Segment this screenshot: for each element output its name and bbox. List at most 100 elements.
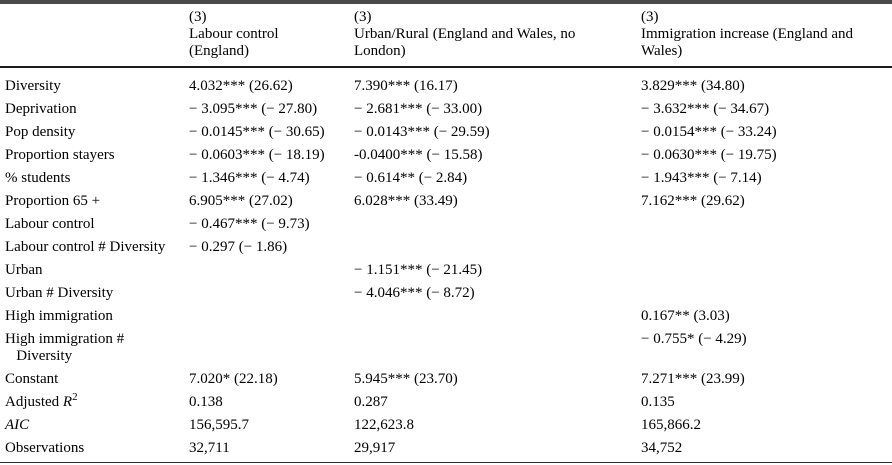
model-number: (3) [189,9,207,25]
cell-value: 32,711 [189,440,230,456]
table-header-row: (3) Labour control (England) (3) Urban/Rura… [0,4,892,68]
cell-value [637,282,892,305]
table-row: AIC 156,595.7 122,623.8 165,866.2 [0,414,892,437]
row-label-part: 2 [72,391,78,403]
row-label: % students [5,170,71,186]
cell-value [637,213,892,236]
cell-value [637,259,892,282]
table-row: Proportion stayers − 0.0603*** (− 18.19) -… [0,144,892,167]
table-row: Diversity 4.032*** (26.62) 7.390*** (16.17… [0,67,892,98]
cell-value: 34,752 [641,440,683,456]
table-row: High immigration # Diversity − 0.755* (− … [0,328,892,368]
row-label: Adjusted R2 [0,391,185,414]
table-row: Observations 32,711 29,917 34,752 [0,437,892,460]
cell-value: − 0.467*** (− 9.73) [189,216,310,232]
row-label: Proportion stayers [5,147,115,163]
cell-value [637,236,892,259]
row-label: Observations [5,440,85,456]
row-label: Constant [5,371,59,387]
row-label: Urban [5,262,43,278]
cell-value: -0.0400*** (− 15.58) [354,147,483,163]
table-row: Labour control − 0.467*** (− 9.73) [0,213,892,236]
cell-value: 0.167** (3.03) [641,308,730,324]
row-label: Pop density [5,124,76,140]
cell-value: 29,917 [354,440,396,456]
row-label-part: Adjusted [5,394,63,410]
table-row: Adjusted R2 0.138 0.287 0.135 [0,391,892,414]
row-label: High immigration [5,308,113,324]
cell-value [350,213,637,236]
cell-value: 3.829*** (34.80) [641,78,745,94]
table-row: Constant 7.020* (22.18) 5.945*** (23.70) 7.… [0,368,892,391]
cell-value: 5.945*** (23.70) [354,371,458,387]
row-label: Deprivation [5,101,77,117]
model-description: Labour control (England) [189,26,279,59]
cell-value: − 3.095*** (− 27.80) [189,101,318,117]
cell-value: − 1.346*** (− 4.74) [189,170,310,186]
table-body: Diversity 4.032*** (26.62) 7.390*** (16.17… [0,67,892,460]
cell-value: 6.028*** (33.49) [354,193,458,209]
cell-value: 6.905*** (27.02) [189,193,293,209]
row-label: Diversity [5,78,61,94]
row-label-part: R [62,394,73,410]
cell-value: − 0.297 (− 1.86) [189,239,288,255]
cell-value: − 2.681*** (− 33.00) [354,101,483,117]
cell-value: − 0.0143*** (− 29.59) [354,124,490,140]
cell-value: 0.135 [641,394,675,410]
table-header: (3) Labour control (England) (3) Urban/Rura… [0,4,892,68]
header-label-spacer [0,4,185,68]
row-label-part: AIC [5,417,30,433]
row-label: High immigration # Diversity [5,331,125,364]
table-row: Urban # Diversity − 4.046*** (− 8.72) [0,282,892,305]
row-label: Labour control # Diversity [5,239,166,255]
model-number: (3) [354,9,372,25]
regression-table: (3) Labour control (England) (3) Urban/Rura… [0,4,892,460]
row-label: Proportion 65 + [5,193,101,209]
cell-value: 165,866.2 [641,417,701,433]
table-row: Pop density − 0.0145*** (− 30.65) − 0.0143… [0,121,892,144]
cell-value: − 1.151*** (− 21.45) [354,262,483,278]
model-number: (3) [641,9,659,25]
column-header-1: (3) Labour control (England) [185,4,350,68]
cell-value [350,305,637,328]
cell-value [185,305,350,328]
cell-value: 0.287 [354,394,388,410]
cell-value: − 0.0154*** (− 33.24) [641,124,777,140]
cell-value: − 0.0145*** (− 30.65) [189,124,325,140]
row-label: AIC [0,414,185,437]
cell-value [185,328,350,368]
table-row: Deprivation − 3.095*** (− 27.80) − 2.681**… [0,98,892,121]
cell-value: − 3.632*** (− 34.67) [641,101,770,117]
cell-value: − 0.755* (− 4.29) [641,331,747,347]
cell-value: − 0.0630*** (− 19.75) [641,147,777,163]
cell-value: 156,595.7 [189,417,249,433]
table-row: Urban − 1.151*** (− 21.45) [0,259,892,282]
cell-value [350,328,637,368]
table-row: Labour control # Diversity − 0.297 (− 1.8… [0,236,892,259]
cell-value: 7.390*** (16.17) [354,78,458,94]
cell-value: 7.020* (22.18) [189,371,278,387]
cell-value: − 0.0603*** (− 18.19) [189,147,325,163]
column-header-3: (3) Immigration increase (England and Wal… [637,4,892,68]
row-label: Labour control [5,216,95,232]
cell-value: 4.032*** (26.62) [189,78,293,94]
model-description: Urban/Rural (England and Wales, no Londo… [354,26,576,59]
cell-value: 7.162*** (29.62) [641,193,745,209]
cell-value: 7.271*** (23.99) [641,371,745,387]
row-label: Urban # Diversity [5,285,114,301]
cell-value: 0.138 [189,394,223,410]
column-header-2: (3) Urban/Rural (England and Wales, no Lo… [350,4,637,68]
cell-value: 122,623.8 [354,417,414,433]
cell-value: − 0.614** (− 2.84) [354,170,468,186]
cell-value: − 4.046*** (− 8.72) [354,285,475,301]
model-description: Immigration increase (England and Wales) [641,26,854,59]
cell-value [350,236,637,259]
table-row: Proportion 65 + 6.905*** (27.02) 6.028*** … [0,190,892,213]
table-row: % students − 1.346*** (− 4.74) − 0.614** (… [0,167,892,190]
table-row: High immigration 0.167** (3.03) [0,305,892,328]
table-top-rule [0,0,892,4]
cell-value [185,259,350,282]
cell-value [185,282,350,305]
table-bottom-rule-thin [0,462,892,463]
